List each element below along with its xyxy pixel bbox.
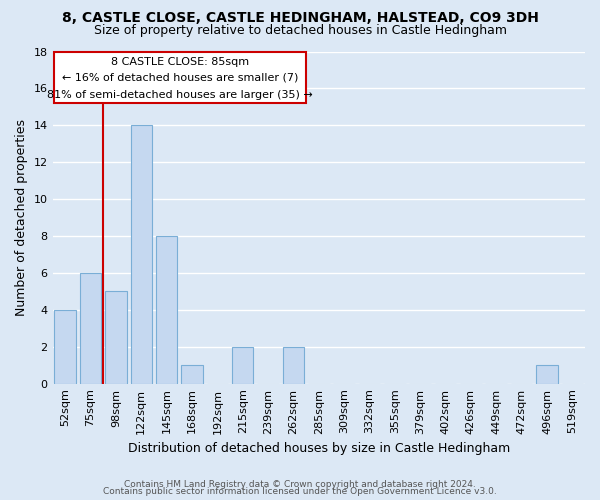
- Bar: [156, 236, 178, 384]
- Y-axis label: Number of detached properties: Number of detached properties: [15, 119, 28, 316]
- Bar: [80, 273, 101, 384]
- Bar: [105, 292, 127, 384]
- Bar: [131, 126, 152, 384]
- Bar: [55, 310, 76, 384]
- Text: 8 CASTLE CLOSE: 85sqm: 8 CASTLE CLOSE: 85sqm: [111, 57, 249, 67]
- Text: 8, CASTLE CLOSE, CASTLE HEDINGHAM, HALSTEAD, CO9 3DH: 8, CASTLE CLOSE, CASTLE HEDINGHAM, HALST…: [62, 11, 538, 25]
- Text: Contains public sector information licensed under the Open Government Licence v3: Contains public sector information licen…: [103, 487, 497, 496]
- Text: 81% of semi-detached houses are larger (35) →: 81% of semi-detached houses are larger (…: [47, 90, 313, 100]
- Bar: [536, 365, 558, 384]
- Text: Size of property relative to detached houses in Castle Hedingham: Size of property relative to detached ho…: [94, 24, 506, 37]
- Text: Contains HM Land Registry data © Crown copyright and database right 2024.: Contains HM Land Registry data © Crown c…: [124, 480, 476, 489]
- Bar: [232, 347, 253, 384]
- X-axis label: Distribution of detached houses by size in Castle Hedingham: Distribution of detached houses by size …: [128, 442, 510, 455]
- Bar: [283, 347, 304, 384]
- Bar: [181, 365, 203, 384]
- FancyBboxPatch shape: [54, 52, 306, 103]
- Text: ← 16% of detached houses are smaller (7): ← 16% of detached houses are smaller (7): [62, 72, 298, 83]
